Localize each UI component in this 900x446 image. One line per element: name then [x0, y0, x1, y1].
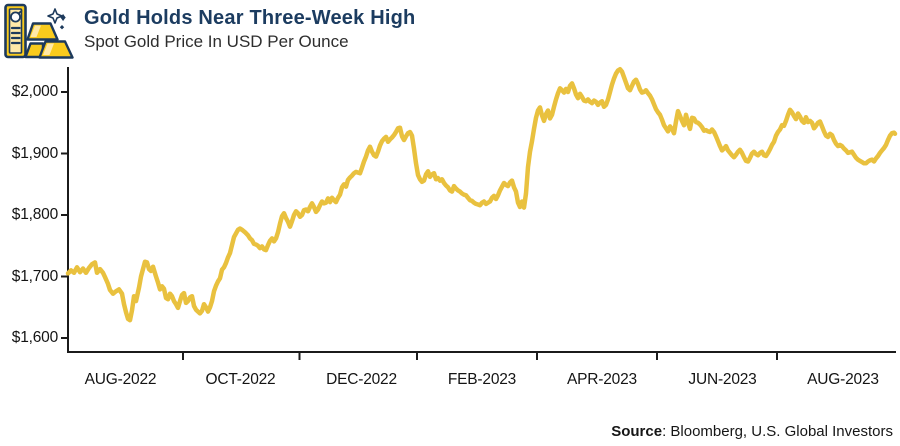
source-label: Source	[611, 423, 663, 440]
y-tick-label: $1,600	[11, 329, 58, 346]
y-tick-label: $2,000	[11, 83, 58, 100]
y-tick-label: $1,700	[11, 267, 58, 285]
x-tick-label: JUN-2023	[688, 371, 757, 388]
x-tick-label: APR-2023	[567, 371, 637, 388]
source-credit: Source: Bloomberg, U.S. Global Investors	[611, 423, 893, 440]
gold-safe-and-bars-icon	[4, 3, 74, 59]
x-tick-label: DEC-2022	[326, 371, 397, 388]
y-tick-label: $1,900	[11, 144, 58, 162]
x-tick-label: AUG-2022	[84, 371, 157, 388]
page-subtitle: Spot Gold Price In USD Per Ounce	[84, 32, 349, 51]
x-tick-label: AUG-2023	[807, 371, 879, 388]
x-tick-label: FEB-2023	[447, 371, 517, 388]
page-title: Gold Holds Near Three-Week High	[84, 7, 416, 29]
y-tick-label: $1,800	[11, 206, 58, 223]
title-diamond-bullet: ♦	[60, 10, 67, 24]
source-text: : Bloomberg, U.S. Global Investors	[662, 423, 893, 440]
x-tick-label: OCT-2022	[205, 371, 276, 388]
